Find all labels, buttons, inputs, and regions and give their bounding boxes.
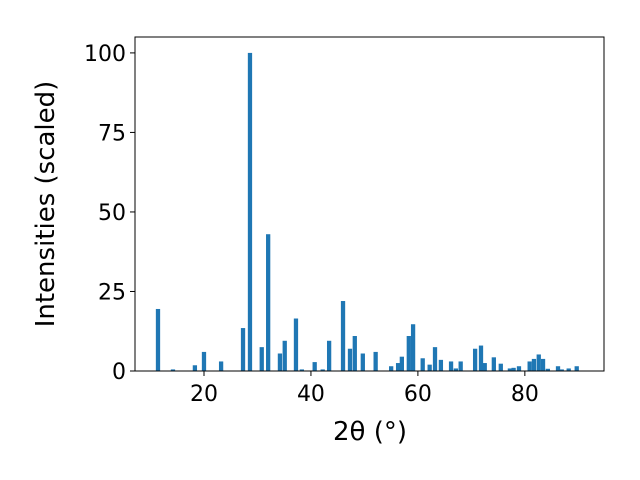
bar	[574, 366, 579, 371]
bar	[498, 363, 503, 371]
bar	[266, 234, 271, 371]
bar	[395, 363, 401, 371]
y-axis-label: Intensities (scaled)	[31, 81, 61, 328]
bar	[259, 347, 264, 371]
bar	[491, 357, 496, 371]
bar	[320, 369, 325, 371]
bar	[282, 340, 287, 371]
bar	[201, 351, 207, 371]
bar	[389, 366, 394, 371]
plot-frame	[134, 36, 605, 372]
bar	[536, 354, 541, 371]
bar	[511, 367, 516, 371]
y-tick-label: 0	[112, 360, 126, 385]
bar	[312, 362, 317, 371]
bar	[277, 353, 283, 371]
y-tick-label: 50	[98, 201, 126, 226]
bar	[347, 348, 353, 371]
bar	[293, 318, 299, 371]
bar	[531, 358, 537, 371]
bar	[555, 366, 561, 371]
bar	[527, 361, 532, 371]
bar	[410, 324, 416, 371]
x-tick-label: 80	[511, 382, 539, 407]
y-tick-label: 100	[84, 42, 126, 67]
bar	[559, 369, 564, 371]
bar	[427, 364, 432, 371]
bar	[240, 328, 246, 371]
bar	[458, 361, 463, 371]
x-axis-label: 2θ (°)	[333, 417, 407, 447]
bar	[373, 351, 378, 371]
bar	[399, 356, 404, 371]
bar	[247, 52, 253, 372]
bar	[326, 340, 332, 371]
bar	[448, 361, 454, 371]
bar	[299, 369, 304, 371]
bar	[352, 336, 357, 371]
bar	[420, 358, 425, 371]
bar	[566, 368, 571, 371]
bar	[432, 347, 438, 371]
bar	[516, 366, 522, 371]
bar	[218, 361, 224, 371]
bar	[472, 348, 478, 371]
x-tick-label: 40	[297, 382, 325, 407]
bar	[438, 359, 444, 371]
bar	[545, 368, 550, 371]
bar	[540, 358, 546, 371]
x-tick-label: 20	[190, 382, 218, 407]
bar	[478, 345, 484, 371]
bar	[482, 363, 487, 371]
bar	[155, 308, 161, 371]
bar	[406, 336, 411, 371]
bar	[507, 368, 513, 371]
x-tick-label: 60	[404, 382, 432, 407]
bar	[360, 353, 365, 371]
y-tick-label: 25	[98, 280, 126, 305]
bar	[192, 365, 198, 371]
y-tick-label: 75	[98, 121, 126, 146]
bar	[340, 301, 346, 371]
bar	[170, 369, 176, 371]
bar	[453, 368, 459, 371]
